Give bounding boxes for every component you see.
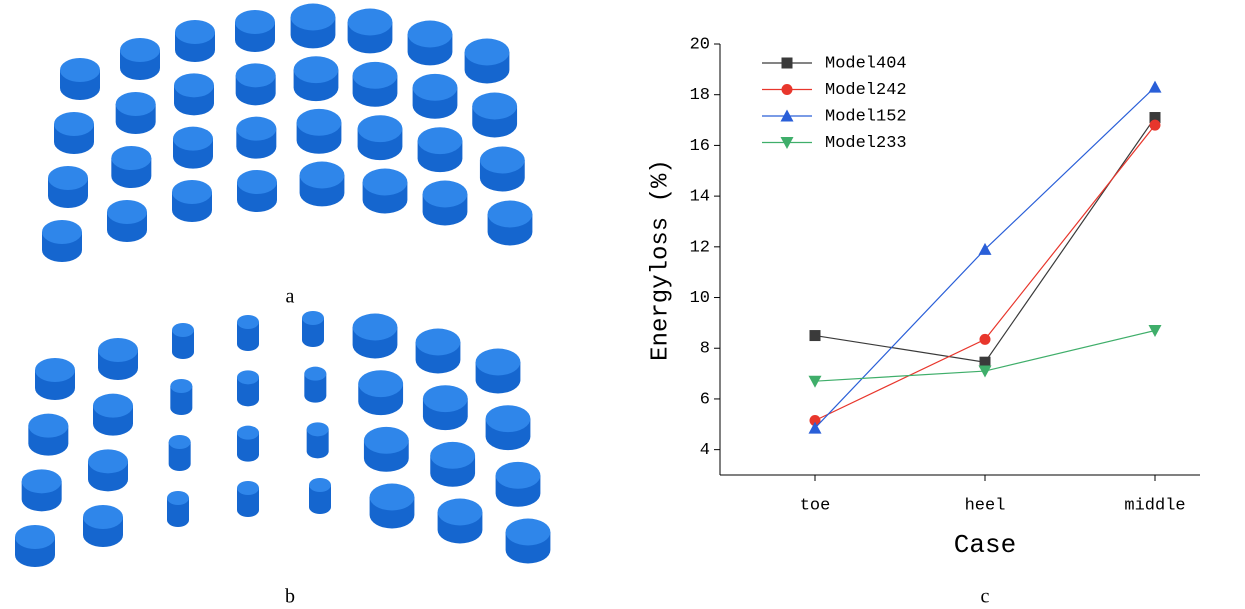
cylinder-top bbox=[430, 442, 475, 469]
cylinder-top bbox=[175, 20, 215, 44]
cylinder-top bbox=[54, 112, 94, 136]
y-tick-label: 4 bbox=[700, 441, 710, 460]
cylinder-top bbox=[304, 367, 326, 381]
cylinder-top bbox=[416, 329, 461, 356]
cylinder-top bbox=[88, 449, 128, 473]
cylinder-top bbox=[107, 200, 147, 224]
cylinder-top bbox=[506, 519, 551, 546]
series-line bbox=[815, 118, 1155, 363]
cylinder-top bbox=[364, 427, 409, 454]
y-tick-label: 14 bbox=[690, 188, 710, 207]
cylinder-top bbox=[418, 127, 463, 154]
cylinder-top bbox=[236, 63, 276, 87]
cylinder-top bbox=[120, 38, 160, 62]
y-tick-label: 20 bbox=[690, 35, 710, 54]
cylinder-top bbox=[413, 74, 458, 101]
cylinder-top bbox=[486, 405, 531, 432]
cylinder-top bbox=[236, 117, 276, 141]
marker bbox=[782, 58, 793, 69]
cylinder-top bbox=[423, 181, 468, 208]
cylinder-top bbox=[98, 338, 138, 362]
cylinder-top bbox=[48, 166, 88, 190]
cylinder-top bbox=[235, 10, 275, 34]
cylinder-top bbox=[358, 370, 403, 397]
y-axis-title: Energyloss (%) bbox=[647, 159, 674, 361]
cylinder-top bbox=[309, 478, 331, 492]
y-tick-label: 8 bbox=[700, 340, 710, 359]
cylinder-top bbox=[472, 93, 517, 120]
marker bbox=[1150, 120, 1161, 131]
y-tick-label: 10 bbox=[690, 289, 710, 308]
x-tick-label: middle bbox=[1124, 496, 1185, 515]
cylinder-top bbox=[93, 394, 133, 418]
marker bbox=[809, 376, 822, 388]
legend-label: Model152 bbox=[825, 107, 907, 126]
y-tick-label: 6 bbox=[700, 390, 710, 409]
cylinder-top bbox=[237, 370, 259, 384]
figure: a b c Case Energyloss (%) 4 6 8 10 12 14 16 18 2… bbox=[0, 0, 1245, 609]
cylinder-top bbox=[297, 109, 342, 136]
marker bbox=[782, 84, 793, 95]
marker bbox=[980, 334, 991, 345]
cylinder-top bbox=[438, 499, 483, 526]
cylinder-top bbox=[169, 435, 191, 449]
cylinder-top bbox=[28, 414, 68, 438]
marker bbox=[1149, 81, 1162, 93]
cylinder-top bbox=[15, 525, 55, 549]
cylinder-top bbox=[496, 462, 541, 489]
cylinder-top bbox=[348, 9, 393, 36]
cylinder-top bbox=[83, 505, 123, 529]
cylinder-top bbox=[111, 146, 151, 170]
cylinder-top bbox=[370, 484, 415, 511]
cylinder-top bbox=[237, 170, 277, 194]
cylinder-top bbox=[60, 58, 100, 82]
page: {"panels": [{"label": "a"}, {"label": "b… bbox=[0, 0, 1245, 609]
cylinder-top bbox=[302, 311, 324, 325]
cylinder-top bbox=[488, 201, 533, 228]
y-tick-label: 18 bbox=[690, 86, 710, 105]
cylinder-top bbox=[465, 39, 510, 66]
x-tick-label: heel bbox=[965, 496, 1006, 515]
cylinder-top bbox=[170, 379, 192, 393]
cylinder-top bbox=[307, 422, 329, 436]
cylinder-top bbox=[237, 315, 259, 329]
marker bbox=[810, 330, 821, 341]
cylinder-top bbox=[363, 169, 408, 196]
legend-label: Model233 bbox=[825, 134, 907, 153]
legend-label: Model404 bbox=[825, 54, 907, 73]
cylinder-top bbox=[42, 220, 82, 244]
y-tick-label: 12 bbox=[690, 238, 710, 257]
cylinder-top bbox=[116, 92, 156, 116]
cylinder-top bbox=[22, 469, 62, 493]
panel-label: b bbox=[285, 586, 295, 608]
cylinder-top bbox=[480, 147, 525, 174]
panel-label: a bbox=[286, 286, 295, 308]
cylinder-top bbox=[237, 426, 259, 440]
x-axis-title: Case bbox=[954, 530, 1016, 560]
cylinder-top bbox=[476, 349, 521, 376]
cylinder-top bbox=[423, 385, 468, 412]
x-tick-label: toe bbox=[800, 496, 831, 515]
cylinder-top bbox=[237, 481, 259, 495]
cylinder-top bbox=[358, 115, 403, 142]
cylinder-top bbox=[353, 62, 398, 89]
cylinder-top bbox=[294, 56, 339, 83]
panel-label: c bbox=[981, 586, 990, 608]
cylinder-top bbox=[408, 21, 453, 48]
legend-label: Model242 bbox=[825, 81, 907, 100]
cylinder-top bbox=[35, 358, 75, 382]
y-tick-label: 16 bbox=[690, 137, 710, 156]
cylinder-top bbox=[172, 180, 212, 204]
cylinder-top bbox=[173, 127, 213, 151]
cylinder-top bbox=[353, 314, 398, 341]
cylinder-top bbox=[172, 323, 194, 337]
cylinder-top bbox=[291, 4, 336, 31]
cylinder-top bbox=[167, 491, 189, 505]
cylinder-top bbox=[300, 162, 345, 189]
cylinder-top bbox=[174, 73, 214, 97]
cylinder-arrays bbox=[15, 4, 550, 567]
